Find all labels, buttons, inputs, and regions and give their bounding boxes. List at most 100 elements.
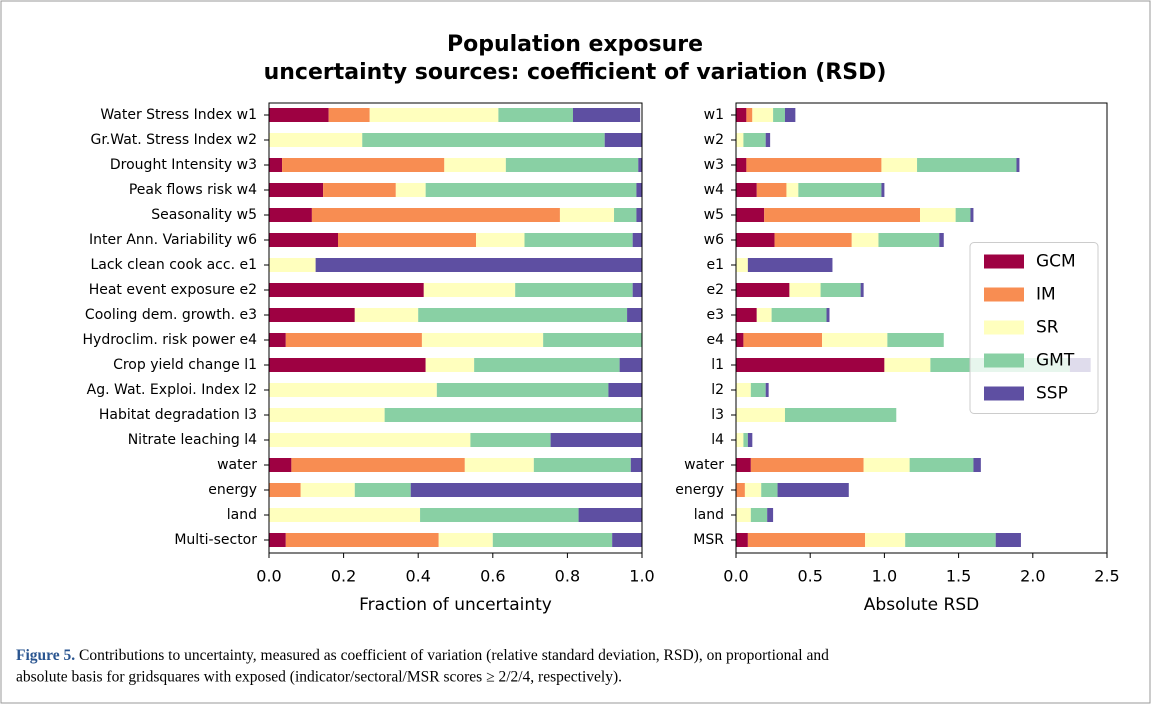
bar-segment — [777, 483, 849, 497]
y-tick-label: Ag. Wat. Exploi. Index l2 — [87, 382, 257, 398]
y-tick-label: l2 — [711, 382, 724, 398]
bar-segment — [773, 108, 785, 122]
bar-segment — [752, 108, 774, 122]
bar-segment — [743, 433, 748, 447]
bar-segment — [747, 258, 833, 272]
bar-segment — [604, 133, 642, 147]
bar-segment — [338, 233, 477, 247]
x-tick-label: 0.2 — [331, 567, 356, 586]
bar-segment — [822, 333, 888, 347]
y-tick-label: Nitrate leaching l4 — [128, 432, 257, 448]
caption-line: absolute basis for gridsquares with expo… — [16, 669, 622, 686]
x-tick-label: 0.6 — [480, 567, 505, 586]
legend-label: GCM — [1036, 252, 1076, 272]
bar-segment — [630, 458, 642, 472]
legend-swatch — [984, 353, 1024, 368]
bar-segment — [425, 183, 637, 197]
bar-segment — [761, 483, 778, 497]
y-tick-label: energy — [208, 482, 257, 498]
bar-segment — [736, 458, 751, 472]
bar-segment — [269, 458, 292, 472]
y-tick-label: energy — [675, 482, 724, 498]
bar-segment — [736, 358, 885, 372]
bar-segment — [756, 183, 787, 197]
bar-segment — [269, 258, 316, 272]
y-tick-label: w1 — [704, 107, 724, 123]
bar-segment — [743, 133, 766, 147]
legend-swatch — [984, 254, 1024, 269]
bar-segment — [269, 183, 324, 197]
bar-segment — [764, 208, 921, 222]
bar-segment — [608, 383, 642, 397]
bar-segment — [269, 308, 355, 322]
y-tick-label: MSR — [693, 532, 724, 548]
bar-segment — [747, 533, 866, 547]
y-tick-label: e4 — [706, 332, 724, 348]
bar-segment — [970, 208, 974, 222]
bar-segment — [269, 208, 312, 222]
bar-segment — [323, 183, 396, 197]
bar-segment — [436, 383, 609, 397]
bar-segment — [939, 233, 944, 247]
bar-segment — [269, 333, 286, 347]
bar-segment — [736, 183, 757, 197]
bar-segment — [492, 533, 613, 547]
bar-segment — [736, 333, 744, 347]
y-tick-label: Seasonality w5 — [151, 207, 257, 223]
y-tick-label: w3 — [704, 157, 724, 173]
bar-segment — [884, 358, 931, 372]
bar-segment — [291, 458, 465, 472]
bar-segment — [476, 233, 525, 247]
bar-segment — [771, 308, 827, 322]
bar-segment — [736, 108, 747, 122]
y-tick-label: l3 — [711, 407, 724, 423]
bar-segment — [578, 508, 642, 522]
bar-segment — [369, 108, 499, 122]
bar-segment — [881, 183, 885, 197]
y-tick-label: Hydroclim. risk power e4 — [83, 332, 258, 348]
legend-label: SR — [1036, 318, 1059, 338]
bar-segment — [798, 183, 882, 197]
bar-segment — [619, 358, 642, 372]
bar-segment — [395, 183, 426, 197]
bar-segment — [438, 533, 493, 547]
x-tick-label: 0.4 — [405, 567, 430, 586]
bar-segment — [559, 208, 615, 222]
y-tick-label: Inter Ann. Variability w6 — [89, 232, 257, 248]
bar-segment — [743, 333, 823, 347]
legend-swatch — [984, 320, 1024, 335]
bar-segment — [736, 208, 765, 222]
bar-segment — [384, 408, 642, 422]
bar-segment — [747, 433, 753, 447]
bar-segment — [614, 208, 637, 222]
bar-segment — [917, 158, 1017, 172]
y-tick-label: w2 — [704, 132, 724, 148]
bar-segment — [636, 183, 642, 197]
bar-segment — [543, 333, 642, 347]
bar-segment — [354, 308, 419, 322]
bar-segment — [410, 483, 642, 497]
bar-segment — [498, 108, 573, 122]
bar-segment — [995, 533, 1021, 547]
bar-segment — [774, 233, 852, 247]
bar-segment — [736, 508, 751, 522]
y-tick-label: Peak flows risk w4 — [129, 182, 257, 198]
bar-segment — [955, 208, 971, 222]
bar-segment — [421, 333, 544, 347]
bar-segment — [269, 533, 286, 547]
y-tick-label: Heat event exposure e2 — [89, 282, 257, 298]
bar-segment — [632, 233, 642, 247]
y-tick-label: e2 — [706, 282, 724, 298]
x-tick-label: 1.0 — [629, 567, 654, 586]
bar-segment — [736, 133, 744, 147]
bar-segment — [920, 208, 956, 222]
y-tick-label: Water Stress Index w1 — [100, 107, 257, 123]
bar-segment — [474, 358, 620, 372]
legend-swatch — [984, 287, 1024, 302]
bar-segment — [533, 458, 631, 472]
y-tick-label: l1 — [711, 357, 724, 373]
bar-segment — [269, 108, 329, 122]
x-tick-label: 1.5 — [946, 567, 971, 586]
x-tick-label: 0.8 — [555, 567, 580, 586]
